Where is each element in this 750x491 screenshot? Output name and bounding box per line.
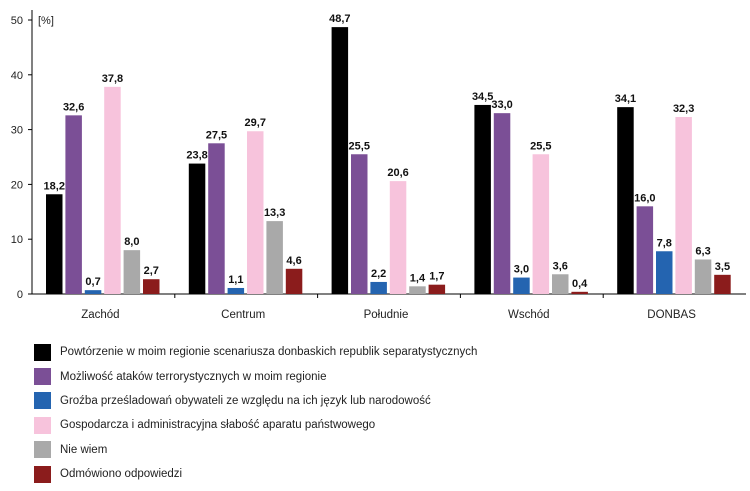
legend-swatch [34,441,51,459]
data-label: 2,7 [144,265,159,277]
bar [266,221,283,294]
bar [104,86,121,294]
bar [636,206,654,294]
y-tick-label: 10 [11,234,23,246]
y-tick-label: 50 [11,15,23,27]
legend-swatch [34,465,51,483]
data-label: 0,7 [85,276,100,288]
bar [428,284,446,294]
data-label: 3,6 [553,260,568,272]
bar [513,277,530,294]
data-label: 37,8 [102,73,123,85]
data-label: 25,5 [349,140,370,152]
x-tick-label: DONBAS [647,309,696,321]
data-label: 1,7 [429,271,444,283]
data-label: 1,4 [410,272,426,284]
bars [46,27,731,295]
legend: Powtórzenie w moim regionie scenariusza … [34,340,734,486]
bar [65,115,82,295]
bar [208,143,225,294]
data-label: 27,5 [206,129,227,141]
bar [617,107,634,295]
bar [552,274,569,294]
bar [188,163,206,294]
bar-chart: 0 10 20 30 40 50 [%] 18,2 23,8 48,7 34,5 34,1 32,6 2… [11,10,746,321]
data-label: 3,5 [715,261,730,273]
y-tick-label: 20 [11,179,23,191]
data-label: 29,7 [245,117,266,129]
data-label: 16,0 [634,192,655,204]
bar [247,131,264,294]
data-label: 7,8 [657,237,672,249]
bar [656,251,673,294]
legend-item: Nie wiem [34,438,734,462]
data-label: 34,5 [472,91,493,103]
bar [493,113,511,294]
legend-label: Groźba prześladowań obywateli ze względu… [60,394,431,407]
x-tick-label: Południe [364,309,409,321]
data-label: 32,6 [63,101,84,113]
data-label: 20,6 [387,167,408,179]
y-axis-label: [%] [38,15,54,27]
bar [694,259,712,294]
bar [571,291,588,294]
data-label: 34,1 [615,93,636,105]
legend-swatch [34,368,51,386]
data-label: 25,5 [530,140,551,152]
legend-item: Możliwość ataków terrorystycznych w moim… [34,364,734,388]
legend-item: Odmówiono odpowiedzi [34,462,734,486]
data-label: 0,4 [572,278,588,290]
data-label: 8,0 [124,236,139,248]
x-tick-label: Centrum [221,309,265,321]
bar [331,27,349,295]
data-label: 4,6 [286,255,301,267]
legend-label: Gospodarcza i administracyjna słabość ap… [60,419,376,432]
bar [46,194,63,294]
y-tick-label: 40 [11,70,23,82]
data-label: 13,3 [264,207,285,219]
bar [675,116,692,294]
y-tick-label: 0 [17,289,23,301]
legend-swatch [34,392,51,410]
data-label: 48,7 [329,13,350,25]
legend-label: Nie wiem [60,443,108,456]
data-label: 3,0 [514,264,529,276]
legend-label: Możliwość ataków terrorystycznych w moim… [60,370,327,383]
bar [714,274,731,294]
data-label: 18,2 [44,180,65,192]
legend-swatch [34,416,51,434]
bar [474,104,491,294]
data-label: 32,3 [673,103,694,115]
x-tick-label: Wschód [508,309,550,321]
data-label: 33,0 [491,99,512,111]
legend-label: Powtórzenie w moim regionie scenariusza … [60,346,478,359]
x-tick-label: Zachód [81,309,119,321]
legend-swatch [34,343,51,361]
bar [84,290,102,294]
value-labels: 18,2 23,8 48,7 34,5 34,1 32,6 27,5 25,5 33,0 16,0… [44,13,731,290]
legend-item: Groźba prześladowań obywateli ze względu… [34,389,734,413]
legend-item: Powtórzenie w moim regionie scenariusza … [34,340,734,364]
bar [409,286,426,294]
data-label: 2,2 [371,268,386,280]
x-tick-labels: Zachód Centrum Południe Wschód DONBAS [81,309,696,321]
data-label: 23,8 [186,150,207,162]
data-label: 1,1 [228,274,243,286]
bar [285,268,303,294]
axes: 0 10 20 30 40 50 [%] [11,10,746,301]
bar [370,281,387,294]
bar [351,154,368,294]
y-tick-label: 30 [11,125,23,137]
bar [143,279,160,294]
legend-label: Odmówiono odpowiedzi [60,468,183,481]
bar [227,287,245,294]
legend-item: Gospodarcza i administracyjna słabość ap… [34,413,734,437]
bar [123,250,141,294]
data-label: 6,3 [695,245,710,257]
bar [532,154,550,294]
bar [389,181,407,294]
